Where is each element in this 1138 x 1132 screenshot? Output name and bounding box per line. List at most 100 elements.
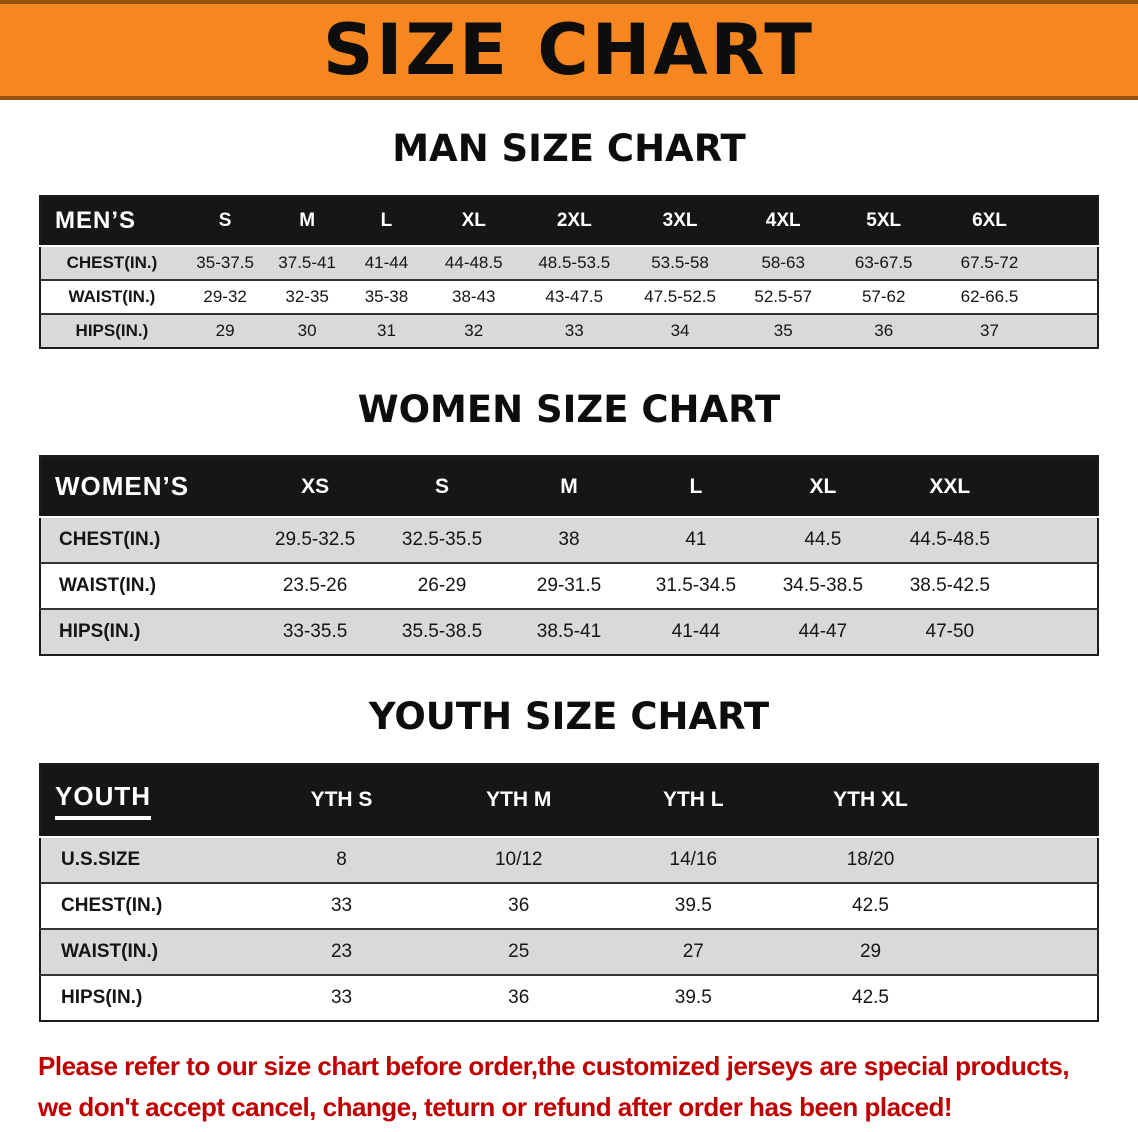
- size-value-cell: 29.5-32.5: [274, 529, 356, 551]
- size-value-cell: 30: [297, 320, 317, 340]
- row-label-cell: CHEST(IN.): [61, 894, 163, 916]
- size-value-cell: 35: [773, 320, 793, 340]
- col-header-cell: 6XL: [933, 195, 1046, 246]
- youth-waist-row: WAIST(IN.) 23 25 27 29: [40, 928, 1098, 975]
- col-header-cell: XXL: [886, 456, 1014, 518]
- size-value-cell: 34.5-38.5: [782, 575, 864, 597]
- size-value-cell: 42.5: [852, 894, 889, 916]
- size-value-cell: 41: [685, 529, 707, 551]
- size-value-cell: 44-47: [798, 621, 848, 643]
- size-value-cell: 53.5-58: [651, 252, 709, 272]
- size-value-cell: 33-35.5: [282, 621, 348, 643]
- size-value-cell: 25: [508, 940, 530, 962]
- youth-section-heading: YOUTH SIZE CHART: [368, 695, 770, 739]
- size-value-cell: 37.5-41: [278, 252, 336, 272]
- filler-cell: [960, 763, 1098, 837]
- disclaimer-line-2: we don't accept cancel, change, teturn o…: [38, 1092, 953, 1123]
- col-header-cell: S: [182, 195, 268, 246]
- size-value-cell: 34: [670, 320, 690, 340]
- size-value-cell: 67.5-72: [960, 252, 1019, 272]
- size-value-cell: 35-38: [364, 286, 409, 306]
- row-label-cell: HIPS(IN.): [61, 986, 143, 1008]
- size-value-cell: 35-37.5: [196, 252, 254, 272]
- men-header-row: MEN’S S M L XL 2XL 3XL 4XL 5XL 6XL: [40, 195, 1098, 246]
- size-value-cell: 29: [215, 320, 235, 340]
- women-hips-row: HIPS(IN.) 33-35.5 35.5-38.5 38.5-41 41-4…: [40, 609, 1098, 656]
- youth-ussize-row: U.S.SIZE 8 10/12 14/16 18/20: [40, 836, 1098, 883]
- size-value-cell: 38: [558, 529, 580, 551]
- col-header-cell: XL: [426, 195, 522, 246]
- size-value-cell: 14/16: [669, 848, 718, 870]
- filler-cell: [960, 929, 1098, 975]
- size-value-cell: 31: [377, 320, 396, 340]
- men-waist-row: WAIST(IN.) 29-32 32-35 35-38 38-43 43-47…: [40, 279, 1098, 314]
- filler-cell: [1013, 609, 1098, 655]
- youth-header-row: YOUTH YTH S YTH M YTH L YTH XL: [40, 763, 1098, 837]
- row-label-cell: HIPS(IN.): [75, 320, 149, 340]
- size-value-cell: 44.5: [804, 529, 842, 551]
- women-chest-row: CHEST(IN.) 29.5-32.5 32.5-35.5 38 41 44.…: [40, 517, 1098, 564]
- size-value-cell: 29: [859, 940, 882, 962]
- size-value-cell: 47.5-52.5: [644, 286, 716, 306]
- filler-cell: [1045, 195, 1098, 246]
- size-value-cell: 48.5-53.5: [538, 252, 611, 272]
- size-value-cell: 26-29: [417, 575, 467, 597]
- size-value-cell: 38-43: [452, 286, 496, 306]
- men-hips-row: HIPS(IN.) 29 30 31 32 33 34 35 36 37: [40, 313, 1098, 348]
- row-label-cell: WAIST(IN.): [68, 286, 156, 306]
- size-value-cell: 23: [330, 940, 353, 962]
- size-value-cell: 52.5-57: [754, 286, 813, 306]
- size-value-cell: 33: [330, 894, 353, 916]
- filler-cell: [960, 883, 1098, 929]
- page-title: SIZE CHART: [322, 9, 816, 91]
- size-value-cell: 38.5-41: [536, 621, 602, 643]
- men-section-heading: MAN SIZE CHART: [392, 127, 746, 170]
- size-value-cell: 10/12: [494, 848, 543, 870]
- women-waist-row: WAIST(IN.) 23.5-26 26-29 29-31.5 31.5-34…: [40, 563, 1098, 610]
- col-header-cell: XS: [251, 456, 379, 518]
- size-value-cell: 35.5-38.5: [401, 621, 483, 643]
- size-value-cell: 41-44: [671, 621, 721, 643]
- size-value-cell: 57-62: [861, 286, 906, 306]
- row-label-cell: CHEST(IN.): [66, 252, 158, 272]
- size-value-cell: 33: [564, 320, 584, 340]
- youth-chest-row: CHEST(IN.) 33 36 39.5 42.5: [40, 882, 1098, 929]
- size-value-cell: 42.5: [852, 986, 889, 1008]
- col-header-cell: 2XL: [521, 195, 628, 246]
- men-size-table: MEN’S S M L XL 2XL 3XL 4XL 5XL 6XL CHEST…: [39, 194, 1099, 349]
- col-header-cell: YTH XL: [780, 763, 961, 837]
- size-value-cell: 29-32: [203, 286, 247, 306]
- filler-cell: [1013, 517, 1098, 563]
- row-label-cell: WAIST(IN.): [61, 940, 159, 962]
- disclaimer: Please refer to our size chart before or…: [38, 1046, 1100, 1129]
- filler-cell: [1013, 456, 1098, 518]
- size-value-cell: 32: [464, 320, 484, 340]
- size-value-cell: 18/20: [846, 848, 895, 870]
- size-value-cell: 37: [980, 320, 999, 340]
- size-value-cell: 38.5-42.5: [909, 575, 990, 597]
- women-table-title: WOMEN’S: [55, 471, 190, 502]
- size-value-cell: 27: [682, 940, 704, 962]
- row-label-cell: CHEST(IN.): [59, 529, 161, 551]
- size-value-cell: 39.5: [674, 986, 712, 1008]
- size-value-cell: 32.5-35.5: [401, 529, 483, 551]
- youth-table-title-cell: YOUTH: [40, 763, 252, 837]
- col-header-cell: XL: [759, 456, 887, 518]
- filler-cell: [1013, 563, 1098, 609]
- men-chest-row: CHEST(IN.) 35-37.5 37.5-41 41-44 44-48.5…: [40, 245, 1098, 280]
- size-value-cell: 39.5: [674, 894, 712, 916]
- disclaimer-line-1: Please refer to our size chart before or…: [38, 1050, 1070, 1081]
- row-label-cell: U.S.SIZE: [61, 848, 141, 870]
- youth-hips-row: HIPS(IN.) 33 36 39.5 42.5: [40, 974, 1098, 1021]
- row-label-cell: HIPS(IN.): [59, 621, 141, 643]
- banner: SIZE CHART: [0, 0, 1138, 100]
- filler-cell: [1045, 280, 1098, 314]
- filler-cell: [960, 975, 1098, 1021]
- col-header-cell: 5XL: [833, 195, 934, 246]
- size-value-cell: 58-63: [761, 252, 805, 272]
- filler-cell: [960, 837, 1098, 883]
- men-table-title: MEN’S: [55, 206, 137, 234]
- youth-table-title: YOUTH: [55, 781, 151, 820]
- filler-cell: [1045, 246, 1098, 280]
- col-header-cell: S: [378, 456, 506, 518]
